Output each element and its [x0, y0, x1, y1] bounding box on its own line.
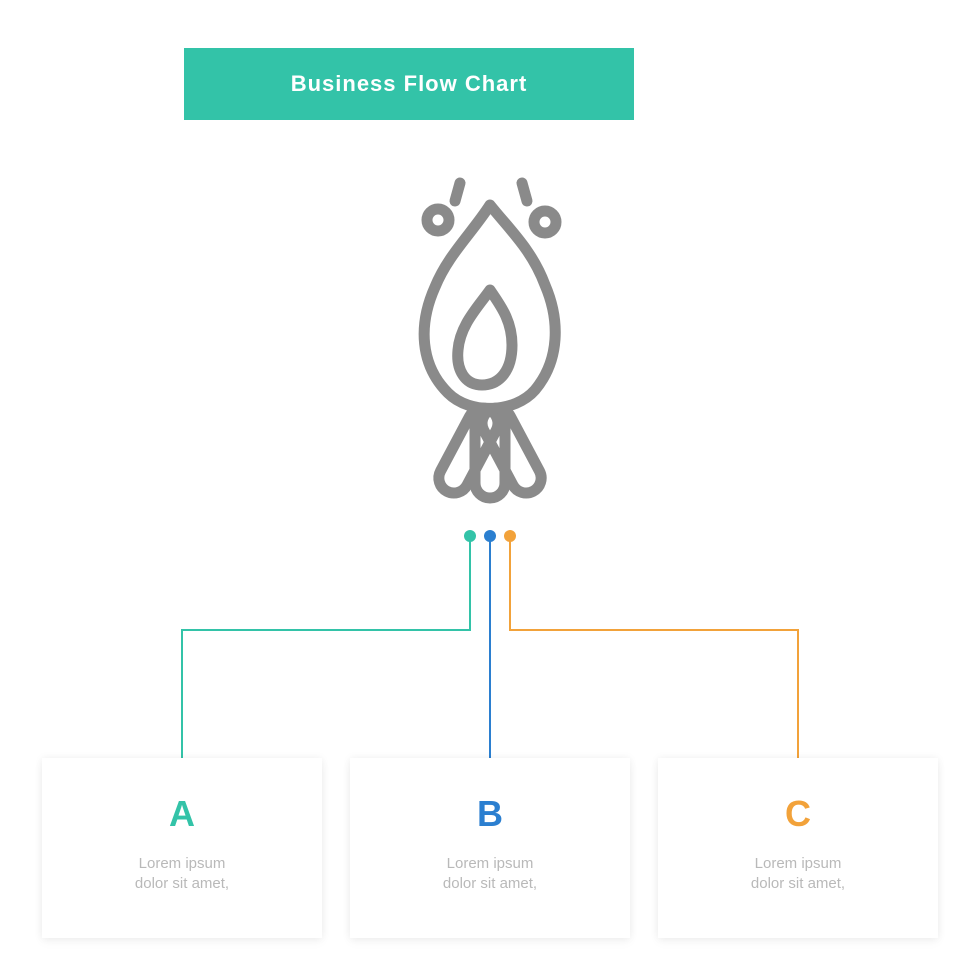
title-bar: Business Flow Chart — [184, 48, 634, 120]
card-c: C Lorem ipsum dolor sit amet, — [658, 758, 938, 938]
card-b-text: Lorem ipsum dolor sit amet, — [350, 854, 630, 895]
flow-connectors — [0, 530, 980, 758]
card-a-text: Lorem ipsum dolor sit amet, — [42, 854, 322, 895]
campfire-icon — [360, 175, 620, 505]
card-c-letter: C — [658, 796, 938, 832]
card-c-text: Lorem ipsum dolor sit amet, — [658, 854, 938, 895]
card-row: A Lorem ipsum dolor sit amet, B Lorem ip… — [0, 758, 980, 938]
card-a-letter: A — [42, 796, 322, 832]
card-b: B Lorem ipsum dolor sit amet, — [350, 758, 630, 938]
card-b-letter: B — [350, 796, 630, 832]
center-icon-wrap — [360, 175, 620, 505]
title-text: Business Flow Chart — [291, 71, 528, 96]
card-a: A Lorem ipsum dolor sit amet, — [42, 758, 322, 938]
